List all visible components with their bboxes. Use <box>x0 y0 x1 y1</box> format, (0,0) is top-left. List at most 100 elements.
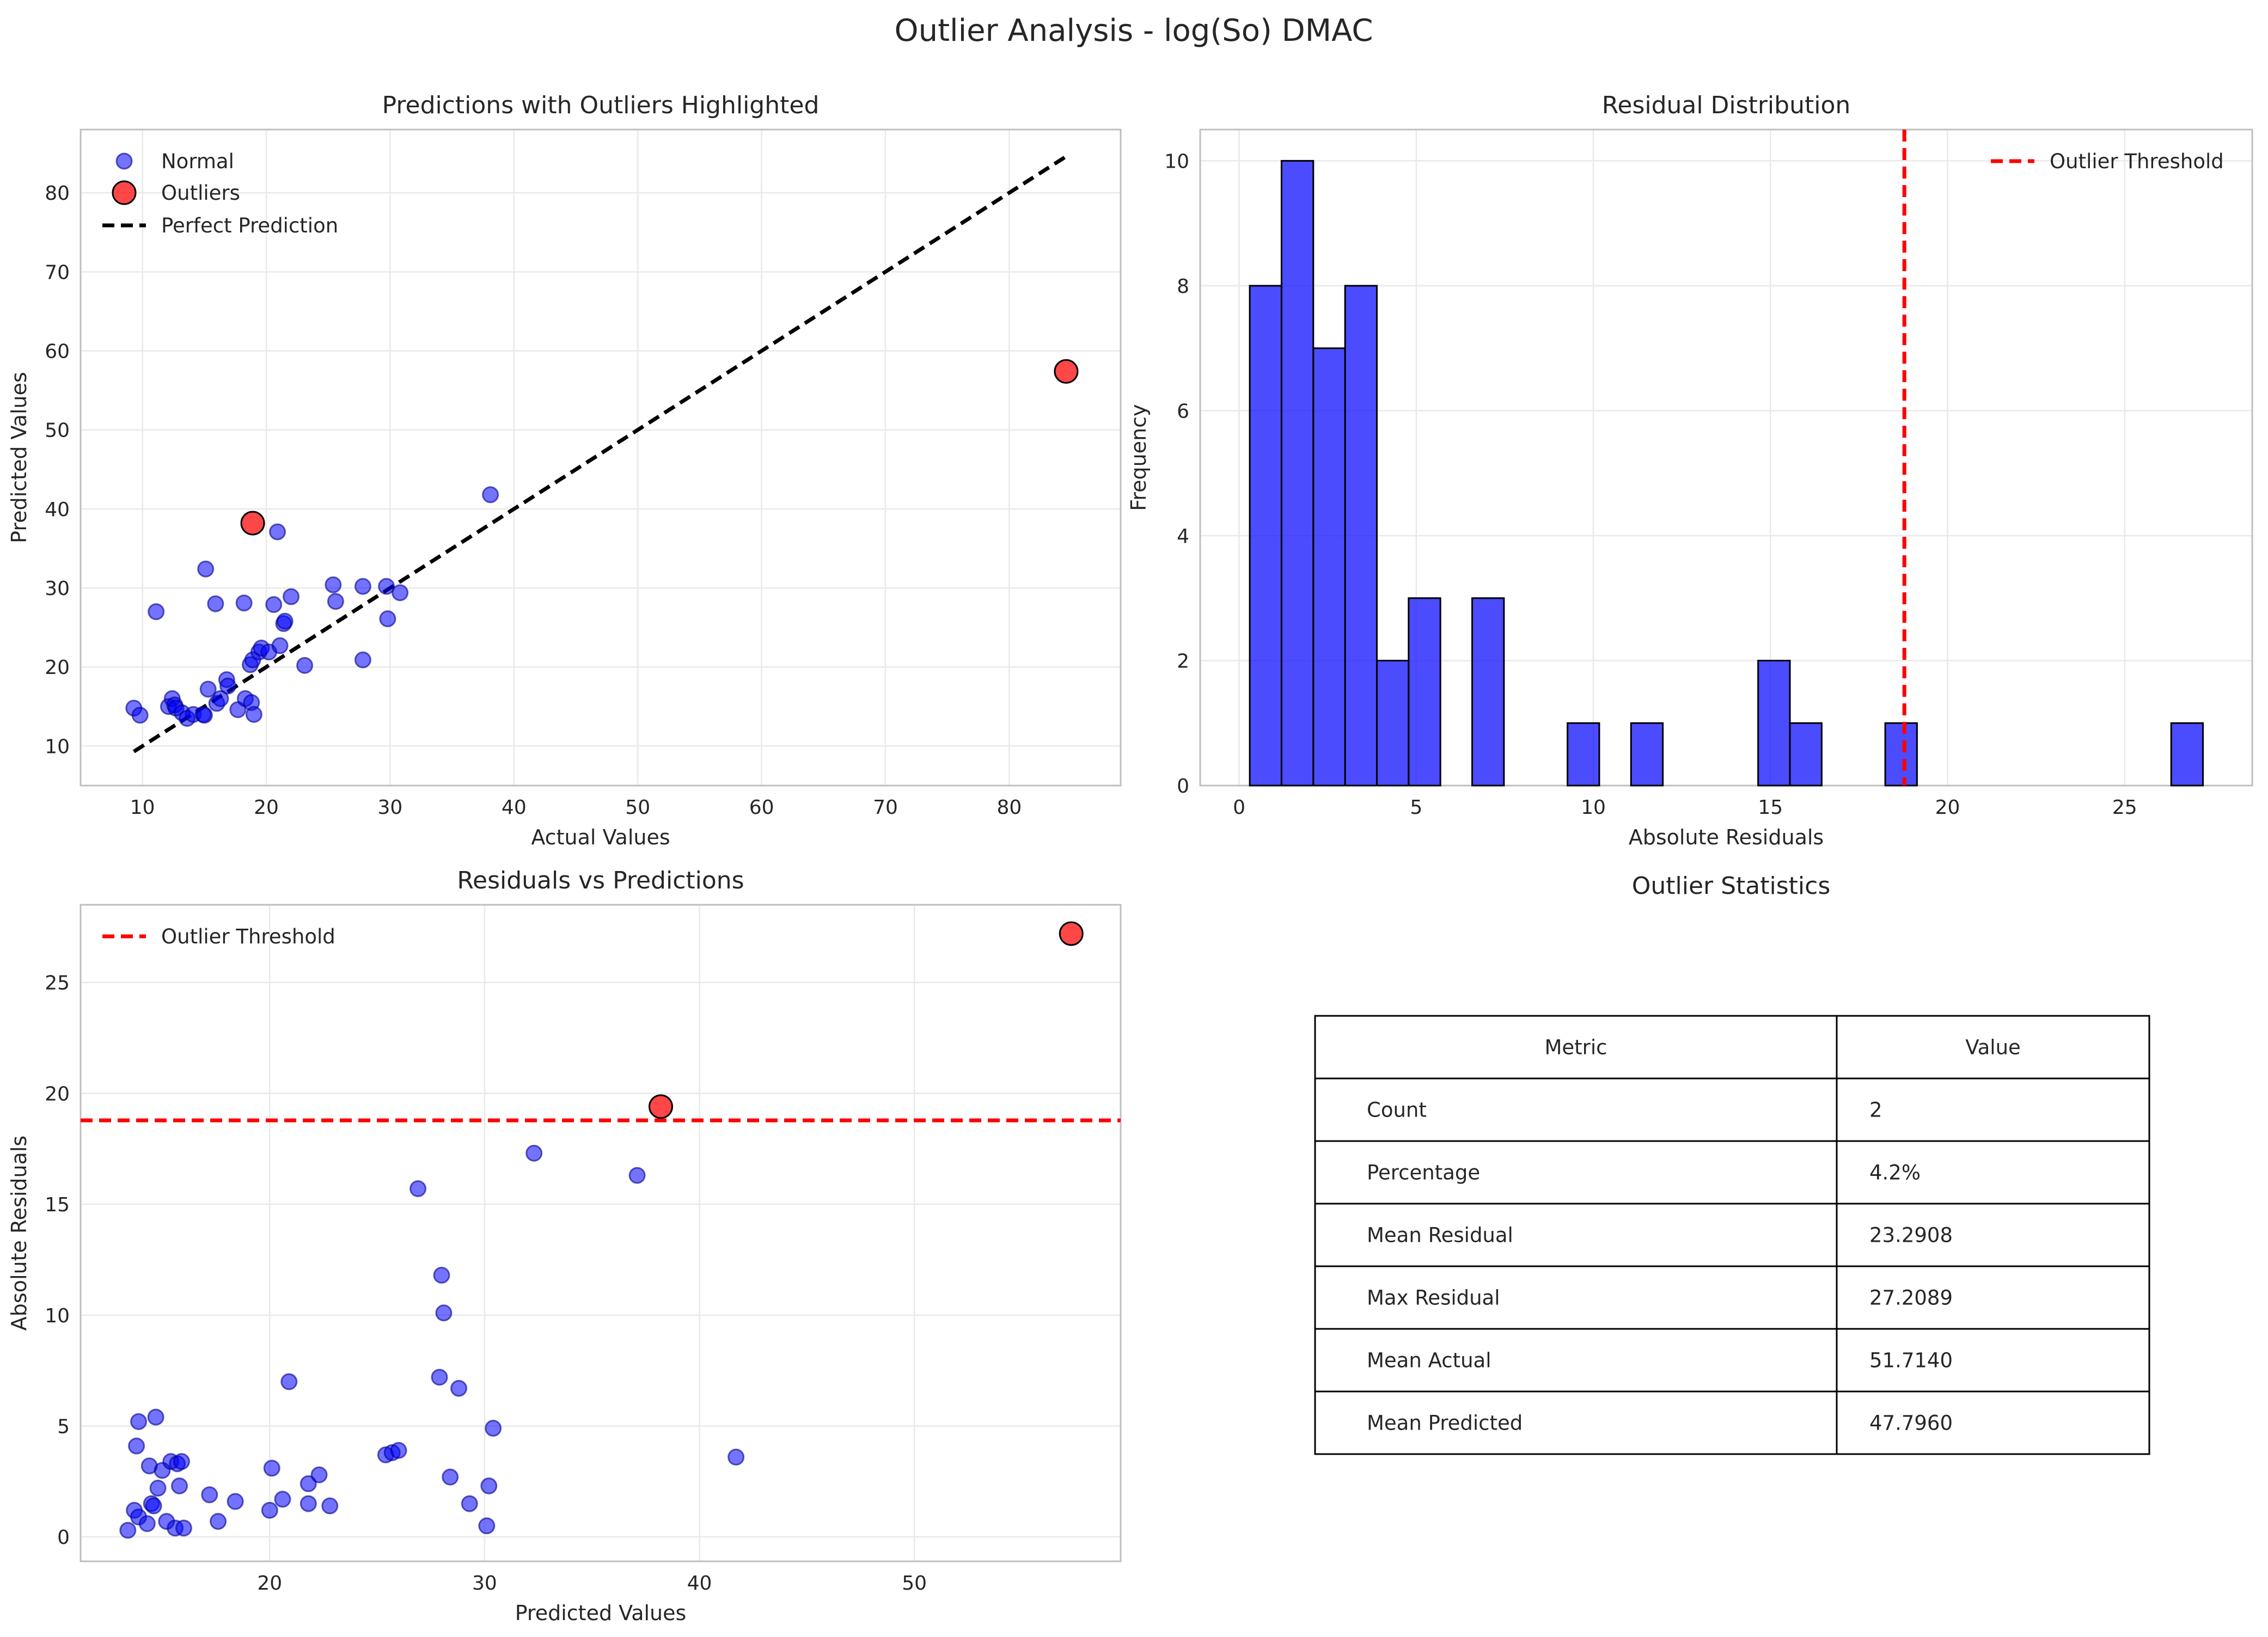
normal-point <box>119 1522 137 1539</box>
legend-label-perfect: Perfect Prediction <box>161 214 338 237</box>
table-cell <box>1836 1390 2150 1455</box>
normal-point <box>128 1437 145 1455</box>
histogram-bar <box>1471 597 1505 787</box>
normal-point <box>283 588 300 605</box>
outlier-point <box>240 511 265 536</box>
normal-point <box>148 603 165 621</box>
legend-label-normal: Normal <box>161 150 234 173</box>
x-tick-label: 30 <box>472 1572 497 1595</box>
y-tick-label: 50 <box>45 420 70 442</box>
normal-point <box>175 1519 192 1537</box>
y-tick-label: 4 <box>1177 525 1189 548</box>
table-cell <box>1314 1140 1838 1205</box>
y-tick-label: 10 <box>45 1305 70 1327</box>
table-metric-value: 4.2% <box>1869 1161 1921 1185</box>
normal-point <box>296 657 314 674</box>
table-metric-value: 2 <box>1869 1099 1882 1122</box>
normal-point <box>461 1495 478 1512</box>
y-tick-label: 10 <box>45 735 70 758</box>
legend-label-threshold: Outlier Threshold <box>2050 150 2224 173</box>
x-tick-label: 20 <box>257 1572 282 1595</box>
table-cell <box>1314 1077 1838 1142</box>
histogram-bar <box>1376 659 1410 787</box>
x-axis-label: Actual Values <box>531 825 670 849</box>
normal-point <box>280 1373 298 1390</box>
normal-point <box>392 584 409 602</box>
histogram-bar <box>1312 347 1346 787</box>
normal-point <box>210 1513 227 1530</box>
table-cell <box>1314 1390 1838 1455</box>
x-tick-label: 70 <box>873 796 898 819</box>
x-tick-label: 25 <box>2112 796 2137 819</box>
normal-point <box>409 1180 427 1198</box>
x-tick-label: 30 <box>378 796 403 819</box>
normal-point <box>145 1497 162 1515</box>
normal-point <box>431 1369 448 1386</box>
table-metric-value: 27.2089 <box>1869 1286 1953 1310</box>
outlier-point <box>1054 359 1079 384</box>
histogram-bar <box>1757 659 1791 787</box>
x-tick-label: 10 <box>1581 796 1606 819</box>
histogram-bar <box>1344 285 1378 787</box>
normal-point <box>147 1408 164 1426</box>
normal-point <box>207 595 224 612</box>
x-tick-label: 60 <box>749 796 774 819</box>
table-metric-label: Count <box>1367 1099 1427 1122</box>
normal-point <box>728 1449 745 1466</box>
legend-marker-normal <box>115 152 133 170</box>
normal-point <box>354 651 371 669</box>
table-metric-label: Mean Predicted <box>1367 1412 1523 1435</box>
histogram-bar <box>2170 722 2204 787</box>
x-tick-label: 10 <box>130 796 155 819</box>
normal-point <box>235 594 253 612</box>
y-tick-label: 0 <box>1177 775 1189 798</box>
normal-point <box>450 1380 468 1397</box>
normal-point <box>149 1480 167 1497</box>
normal-point <box>261 1501 278 1519</box>
y-tick-label: 30 <box>45 578 70 600</box>
axes-frame <box>80 128 1122 787</box>
axes-title: Residual Distribution <box>1602 91 1851 119</box>
histogram-bar <box>1789 722 1823 787</box>
normal-point <box>433 1266 450 1284</box>
normal-point <box>271 637 289 654</box>
y-tick-label: 20 <box>45 657 70 679</box>
table-metric-label: Max Residual <box>1367 1286 1500 1310</box>
y-tick-label: 25 <box>45 972 70 995</box>
normal-point <box>299 1475 317 1492</box>
axes-title: Predictions with Outliers Highlighted <box>382 91 820 119</box>
y-tick-label: 5 <box>57 1415 70 1438</box>
table-header-metric: Metric <box>1544 1036 1607 1059</box>
normal-point <box>227 1493 244 1510</box>
histogram-bar <box>1249 285 1282 787</box>
y-axis-label: Frequency <box>1127 404 1151 511</box>
normal-point <box>265 596 283 614</box>
legend-label-outliers: Outliers <box>161 181 240 205</box>
table-cell <box>1836 1077 2150 1142</box>
x-axis-label: Predicted Values <box>515 1601 687 1625</box>
histogram-bar <box>1884 722 1918 787</box>
normal-point <box>327 593 344 610</box>
y-tick-label: 20 <box>45 1083 70 1105</box>
normal-point <box>245 706 262 723</box>
normal-point <box>171 1477 188 1494</box>
normal-point <box>325 576 342 593</box>
normal-point <box>276 612 294 630</box>
normal-point <box>435 1304 453 1322</box>
normal-point <box>485 1420 502 1437</box>
x-tick-label: 0 <box>1233 796 1245 819</box>
normal-point <box>131 707 149 724</box>
x-tick-label: 5 <box>1410 796 1422 819</box>
table-cell <box>1836 1140 2150 1205</box>
normal-point <box>442 1468 459 1486</box>
residual-histogram-panel: 0 5 10 15 20 25 0 2 4 6 8 10 Residual Distribution Ab… <box>1127 91 2253 849</box>
normal-point <box>197 560 215 578</box>
legend-label-threshold: Outlier Threshold <box>161 925 335 948</box>
normal-point <box>378 578 395 595</box>
table-metric-label: Mean Actual <box>1367 1349 1491 1372</box>
x-tick-label: 40 <box>502 796 527 819</box>
y-axis-label: Absolute Residuals <box>7 1136 31 1331</box>
axes-frame <box>80 904 1122 1562</box>
table-cell <box>1314 1203 1838 1267</box>
